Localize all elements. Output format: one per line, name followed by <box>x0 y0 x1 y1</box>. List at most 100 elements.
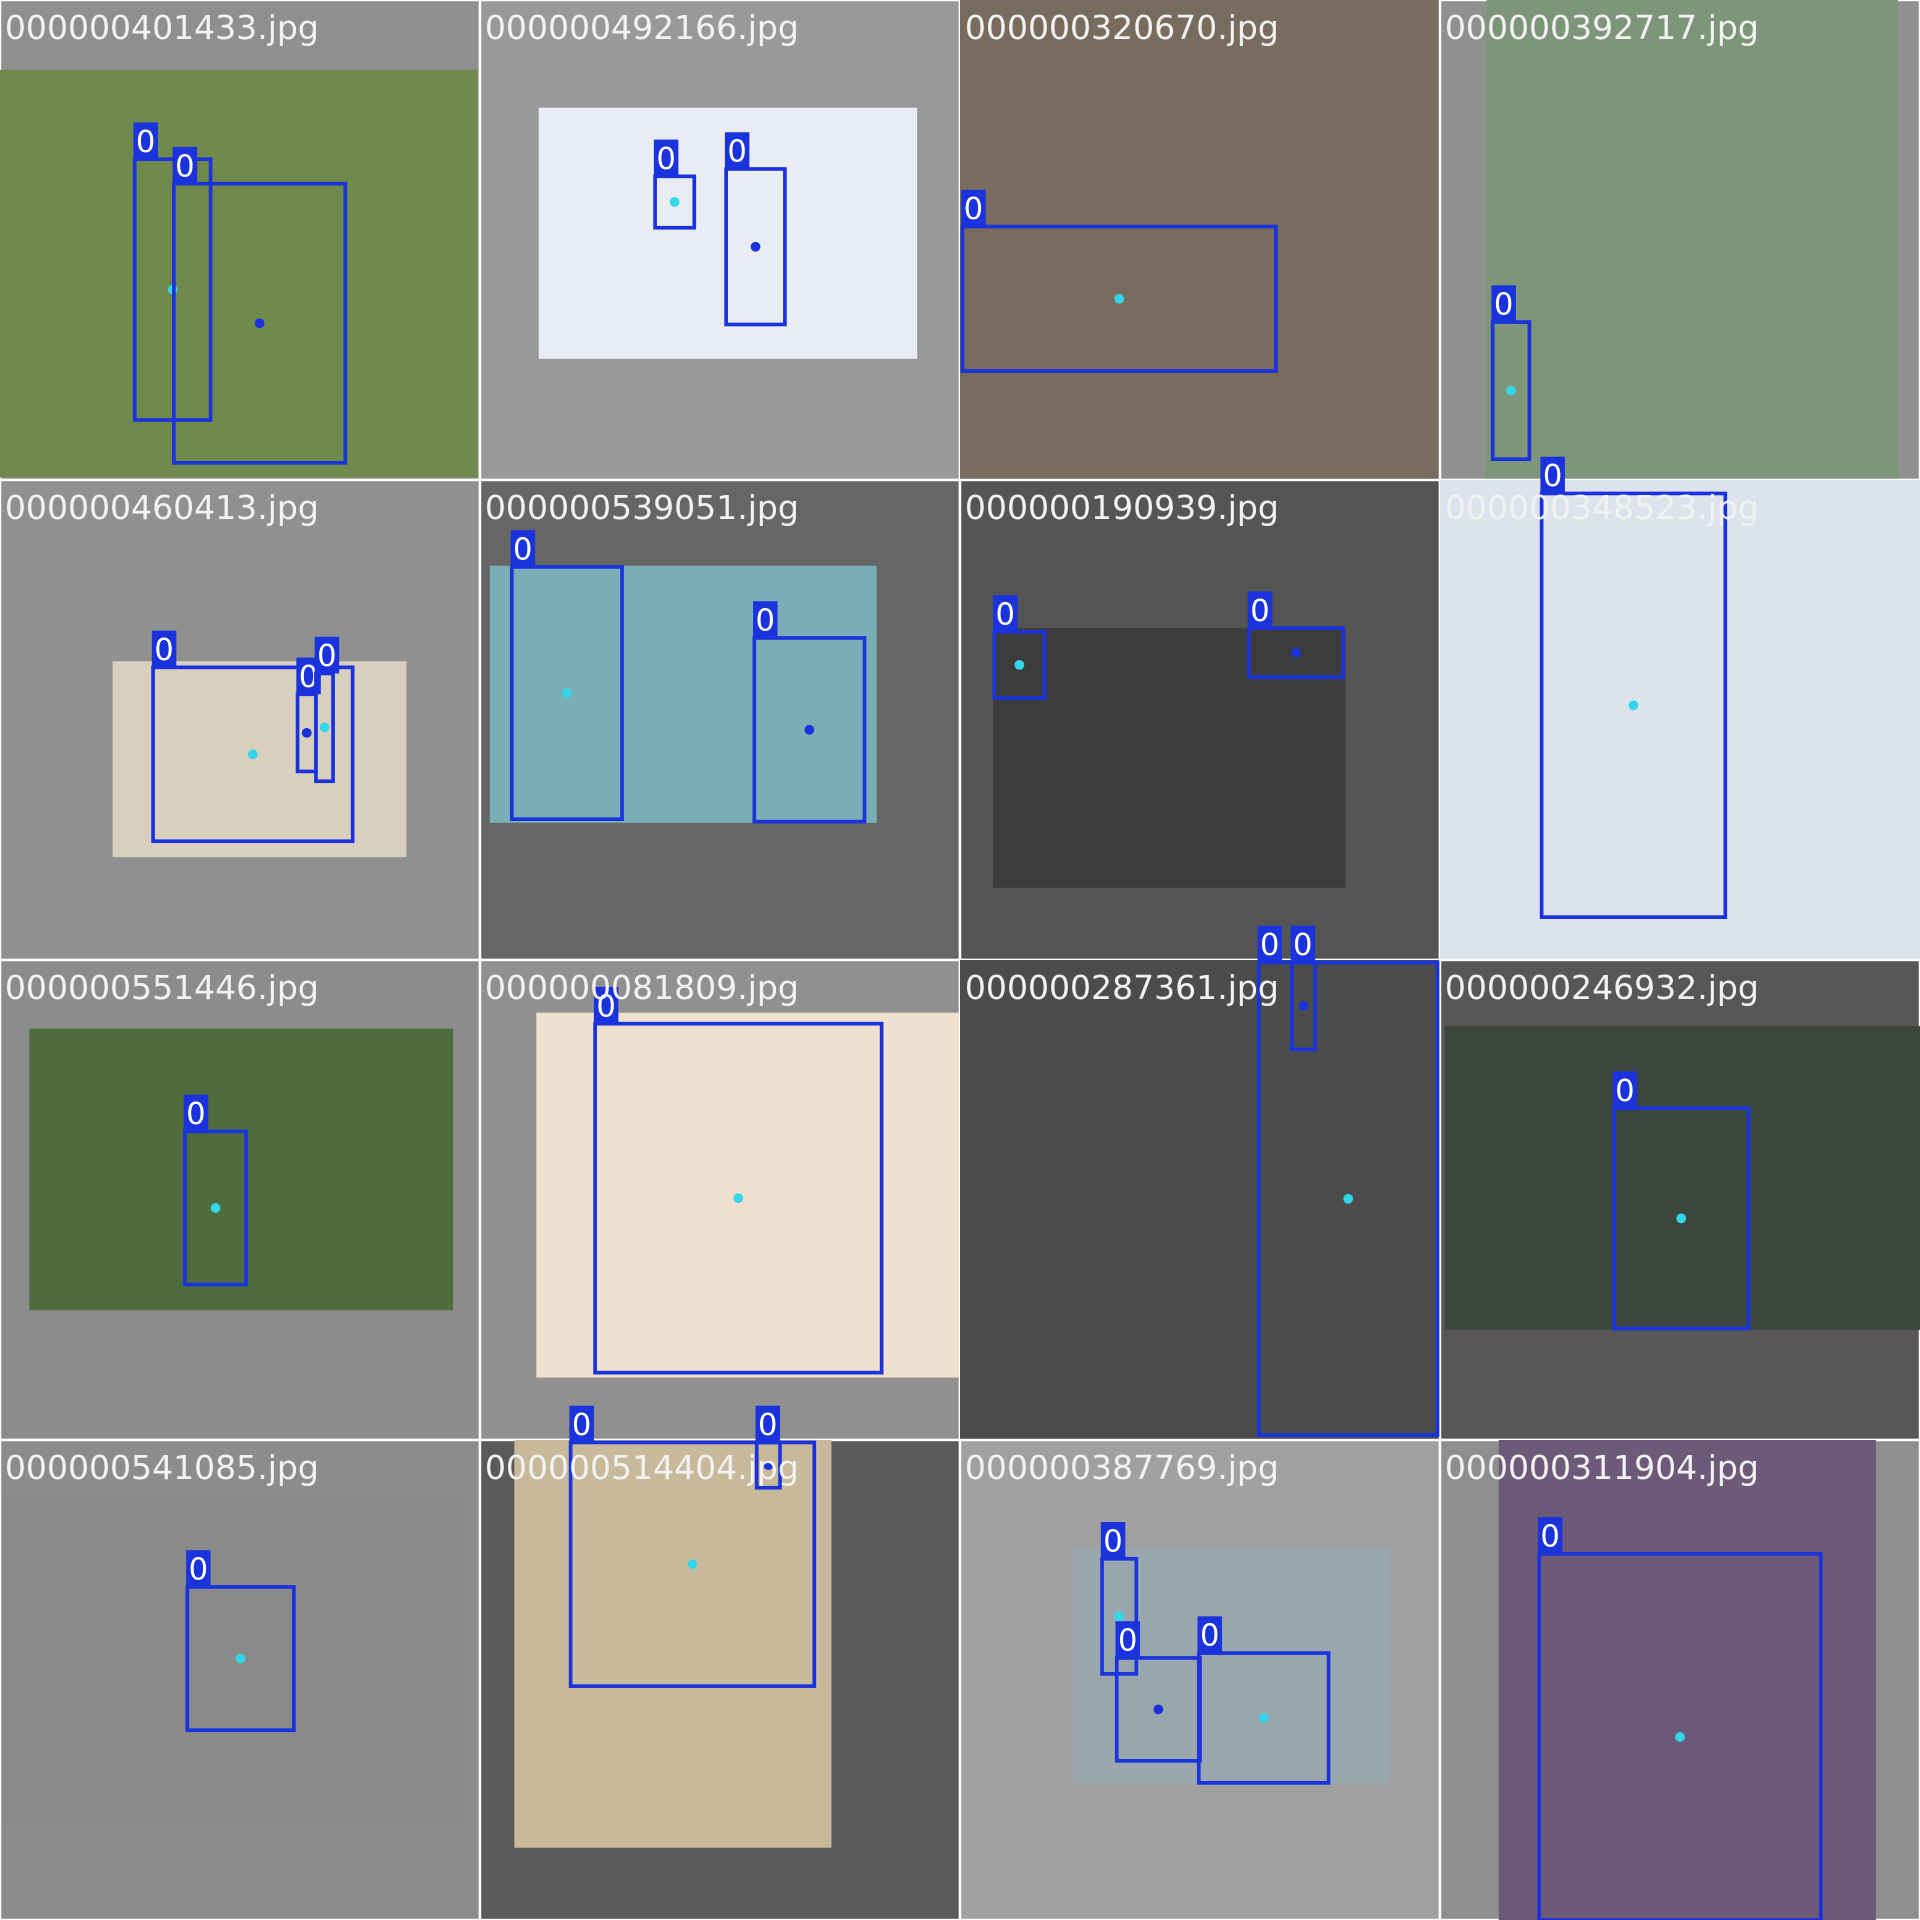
photo <box>960 960 1440 1440</box>
keypoint <box>687 1559 698 1570</box>
file-name: 000000460413.jpg <box>5 488 319 527</box>
class-label: 0 <box>758 1408 777 1443</box>
class-label-background <box>593 986 619 1024</box>
keypoint <box>301 727 312 738</box>
keypoint <box>1343 1193 1354 1204</box>
photo <box>514 1440 832 1848</box>
photo <box>1444 1026 1920 1330</box>
bounding-box <box>568 1440 817 1688</box>
class-label: 0 <box>1615 1074 1634 1109</box>
keypoint <box>1628 700 1639 711</box>
keypoint <box>804 724 815 735</box>
class-label: 0 <box>1293 928 1312 963</box>
class-label: 0 <box>513 533 532 568</box>
class-label-background <box>1537 1517 1563 1554</box>
keypoint <box>247 749 258 760</box>
class-label: 0 <box>1103 1524 1122 1559</box>
keypoint <box>1298 1001 1309 1011</box>
keypoint <box>1114 293 1125 304</box>
keypoint <box>235 1653 246 1664</box>
file-name: 000000190939.jpg <box>965 488 1279 527</box>
keypoint <box>1291 647 1302 658</box>
class-label-background <box>569 1405 594 1443</box>
class-label: 0 <box>1250 594 1269 629</box>
class-label-background <box>172 146 198 184</box>
bounding-box <box>593 1021 884 1375</box>
class-label: 0 <box>154 633 173 668</box>
class-label: 0 <box>136 125 155 160</box>
photo <box>29 1028 454 1311</box>
class-label: 0 <box>756 604 775 639</box>
file-name: 000000320670.jpg <box>965 8 1279 47</box>
file-name: 000000387769.jpg <box>965 1448 1279 1487</box>
class-label-background <box>993 595 1018 632</box>
class-label: 0 <box>572 1408 591 1443</box>
bounding-box <box>510 565 624 822</box>
bounding-box <box>1196 1651 1331 1785</box>
bounding-box <box>183 1129 248 1287</box>
file-name: 000000311904.jpg <box>1445 1448 1759 1487</box>
class-label-background <box>653 139 679 177</box>
class-label: 0 <box>596 989 615 1024</box>
file-name: 000000246932.jpg <box>1445 968 1759 1007</box>
class-label: 0 <box>186 1097 205 1132</box>
file-name: 000000541085.jpg <box>5 1448 319 1487</box>
keypoint <box>562 688 572 698</box>
keypoint <box>750 241 761 252</box>
class-label-background <box>314 636 340 674</box>
class-label: 0 <box>727 135 746 170</box>
keypoint <box>210 1203 221 1213</box>
file-name: 000000081809.jpg <box>485 968 799 1007</box>
keypoint <box>254 318 265 329</box>
bounding-box <box>172 181 348 465</box>
keypoint <box>1258 1713 1269 1723</box>
class-label-background <box>1491 285 1516 323</box>
class-label: 0 <box>1494 288 1513 323</box>
keypoint <box>1675 1732 1685 1742</box>
class-label: 0 <box>1540 1520 1559 1555</box>
class-label-background <box>510 530 536 567</box>
class-label: 0 <box>1543 459 1562 494</box>
file-name: 000000401433.jpg <box>5 8 319 47</box>
class-label: 0 <box>964 192 983 227</box>
bounding-box <box>1537 1552 1823 1920</box>
keypoint <box>1153 1704 1164 1715</box>
file-name: 000000539051.jpg <box>485 488 799 527</box>
class-label: 0 <box>1200 1619 1219 1654</box>
class-label-background <box>1540 456 1565 494</box>
bounding-box <box>752 636 867 824</box>
bounding-box <box>151 665 355 844</box>
class-label: 0 <box>1260 928 1279 963</box>
keypoint <box>763 1460 774 1470</box>
file-name: 000000514404.jpg <box>485 1448 799 1487</box>
keypoint <box>1014 660 1025 670</box>
class-label-background <box>1115 1621 1140 1658</box>
photo <box>489 565 877 823</box>
keypoint <box>319 722 330 733</box>
bounding-box <box>1256 960 1440 1437</box>
photo <box>112 661 407 858</box>
class-label-background <box>1257 925 1283 963</box>
keypoint <box>1676 1213 1687 1224</box>
file-name: 000000551446.jpg <box>5 968 319 1007</box>
photo <box>1072 1548 1390 1785</box>
class-label: 0 <box>175 149 194 184</box>
bounding-box <box>185 1585 296 1733</box>
class-label-background <box>183 1094 209 1132</box>
photo <box>1486 0 1898 480</box>
class-label: 0 <box>299 660 318 695</box>
class-label-background <box>1290 925 1316 963</box>
photo <box>960 0 1440 480</box>
class-label: 0 <box>1118 1624 1137 1659</box>
photo <box>2 1498 466 1825</box>
class-label-background <box>186 1550 211 1587</box>
class-label-background <box>151 630 177 668</box>
class-label-background <box>961 189 986 227</box>
bounding-box <box>1539 491 1728 919</box>
class-label-background <box>1247 591 1273 629</box>
class-label: 0 <box>317 639 336 674</box>
keypoint <box>1506 385 1516 396</box>
